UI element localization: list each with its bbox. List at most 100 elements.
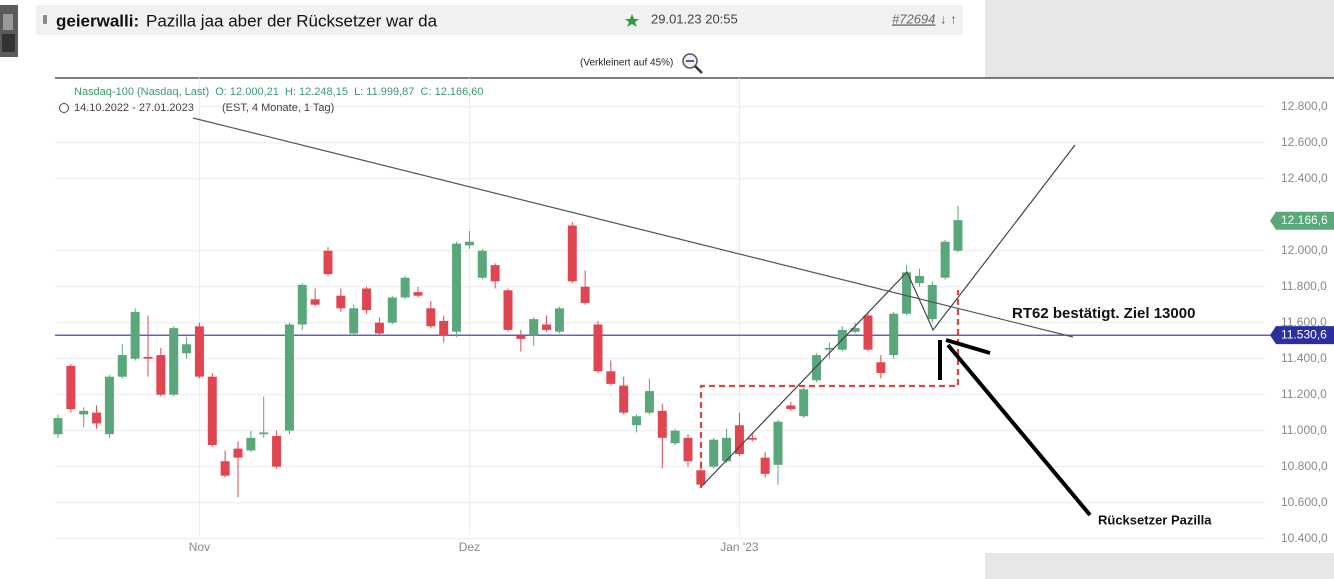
candle-body: [310, 299, 320, 305]
candle-body: [606, 371, 616, 384]
candle-body: [246, 437, 256, 451]
candle-body: [66, 365, 76, 410]
candle-body: [284, 324, 294, 431]
candle-body: [104, 376, 114, 435]
candle-body: [503, 290, 513, 330]
y-tick-label: 11.200,0: [1281, 387, 1327, 401]
post-text: Pazilla jaa aber der Rücksetzer war da: [146, 11, 438, 30]
annotation: RT62 bestätigt. Ziel 13000: [1012, 305, 1195, 322]
candle-body: [194, 326, 204, 377]
candle-body: [92, 412, 102, 424]
candle-body: [889, 313, 899, 356]
candle-body: [79, 410, 89, 415]
chart: 12.800,0 12.600,0 12.400,0 12.000,0 11.800,0…: [53, 78, 1334, 554]
candle-body: [233, 448, 243, 458]
candle-body: [876, 362, 886, 374]
zoom-icon[interactable]: [682, 53, 703, 74]
y-tick-label: 11.000,0: [1281, 423, 1327, 437]
y-tick-label: 12.600,0: [1281, 135, 1328, 149]
post-header: [36, 5, 963, 35]
candle-body: [657, 410, 667, 438]
x-tick-label: Nov: [189, 540, 210, 554]
post-nav[interactable]: ↓ ↑: [940, 11, 957, 26]
y-tick-label: 11.800,0: [1281, 279, 1327, 293]
avatar: [0, 5, 18, 57]
y-tick-label: 12.400,0: [1281, 171, 1328, 185]
post-date: 29.01.23 20:55: [651, 11, 738, 26]
side-panel: [985, 0, 1334, 78]
candle-body: [477, 250, 487, 278]
candle-body: [272, 436, 282, 467]
price-tag-label: 11.530,6: [1281, 327, 1327, 341]
candle-body: [387, 297, 397, 323]
candle-body: [940, 241, 950, 278]
candle-body: [683, 437, 693, 462]
candle-body: [760, 457, 770, 474]
clock-icon: [59, 103, 69, 113]
chart-range-note: (EST, 4 Monate, 1 Tag): [222, 102, 334, 114]
candle-body: [850, 328, 860, 332]
candle-body: [143, 356, 153, 359]
drawings: [192, 117, 1092, 517]
caption: (Verkleinert auf 45%): [580, 58, 673, 69]
candle-body: [323, 250, 333, 275]
candle-body: [734, 425, 744, 455]
candle-body: [812, 355, 822, 381]
candle-body: [953, 220, 963, 251]
candle-body: [413, 292, 423, 296]
candle-body: [632, 416, 642, 426]
candle-body: [567, 225, 577, 282]
candle-body: [824, 347, 834, 350]
chart-header: Nasdaq-100 (Nasdaq, Last) O: 12.000,21 H…: [74, 86, 484, 98]
candle-body: [709, 439, 719, 467]
candle-body: [439, 320, 449, 336]
candle-body: [452, 243, 462, 332]
price-tag: [1270, 211, 1334, 230]
post-author[interactable]: geierwalli:: [56, 11, 139, 30]
candle-body: [670, 430, 680, 444]
candle-body: [529, 319, 539, 336]
candle-body: [297, 284, 307, 325]
annotation: Rücksetzer Pazilla: [1098, 512, 1212, 527]
y-tick-label: 11.600,0: [1281, 315, 1327, 329]
phone-icon: [43, 15, 47, 24]
candle-body: [644, 391, 654, 413]
candle-body: [53, 418, 63, 435]
post-id[interactable]: #72694: [892, 11, 935, 26]
candle-body: [182, 344, 192, 354]
y-tick-label: 10.800,0: [1281, 459, 1328, 473]
candle-body: [593, 324, 603, 372]
candle-body: [773, 421, 783, 465]
candle-body: [336, 295, 346, 309]
candle-body: [786, 405, 796, 410]
y-tick-label: 10.400,0: [1281, 531, 1328, 545]
chart-range: 14.10.2022 - 27.01.2023: [74, 102, 194, 114]
star-icon: [625, 14, 639, 27]
price-tag: [1270, 326, 1334, 345]
candle-body: [130, 311, 140, 359]
y-tick-label: 11.400,0: [1281, 351, 1327, 365]
y-tick-label: 10.600,0: [1281, 495, 1328, 509]
y-tick-label: 12.000,0: [1281, 243, 1328, 257]
x-tick-label: Jan '23: [720, 540, 759, 554]
candle-body: [156, 355, 166, 395]
candle-body: [490, 265, 500, 282]
candle-body: [722, 437, 732, 462]
candle-body: [169, 328, 179, 395]
candle-body: [207, 376, 217, 446]
candle-body: [902, 272, 912, 314]
y-tick-label: 12.800,0: [1281, 99, 1328, 113]
side-panel: [985, 553, 1334, 579]
candle-body: [554, 308, 564, 332]
candle-body: [464, 241, 474, 246]
candle-body: [117, 355, 127, 377]
candle-body: [349, 308, 359, 334]
candle-body: [863, 315, 873, 350]
candle-body: [747, 437, 757, 440]
candle-body: [374, 322, 384, 334]
candle-body: [400, 277, 410, 298]
candle-body: [914, 275, 924, 284]
candle-body: [580, 286, 590, 303]
candle-body: [259, 432, 269, 435]
